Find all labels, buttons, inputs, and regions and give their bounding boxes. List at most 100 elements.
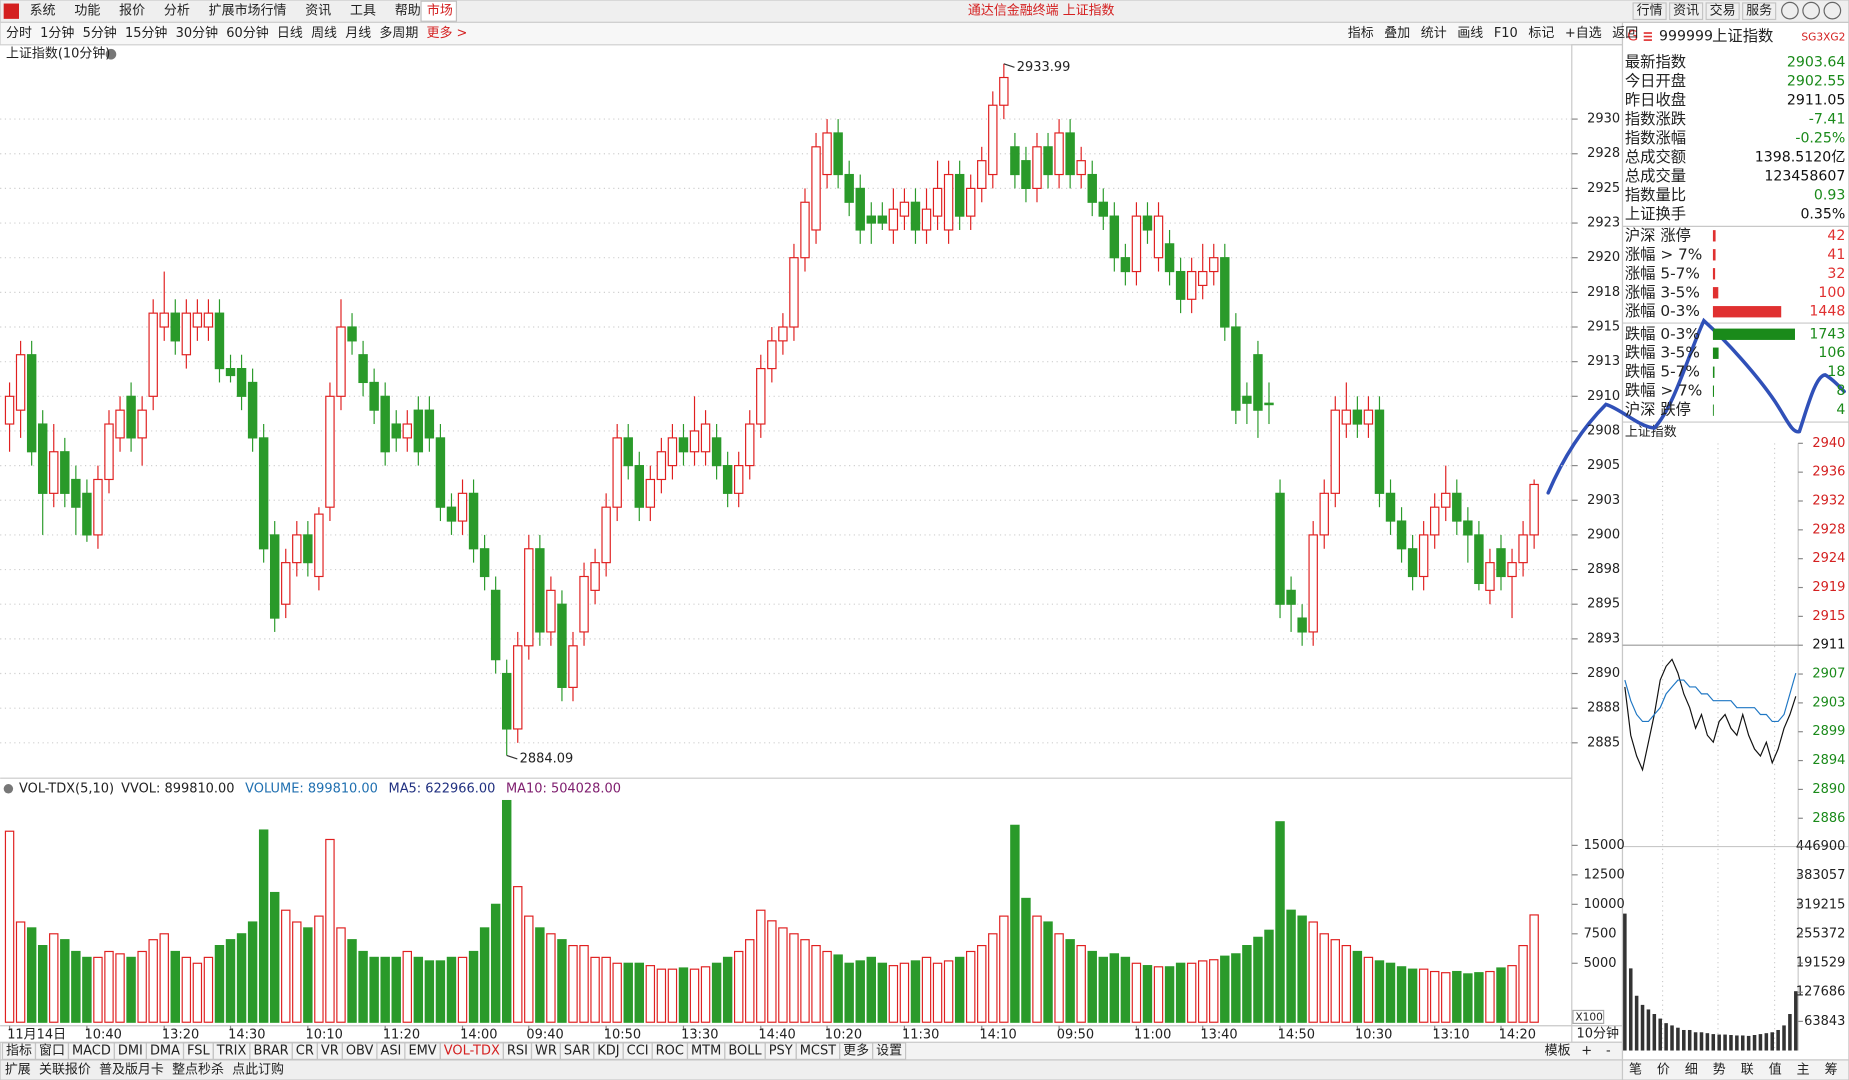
template-button[interactable]: 模板 <box>1545 1044 1571 1059</box>
restore-button[interactable] <box>1802 1 1820 20</box>
status-item[interactable]: 关联报价 <box>39 1062 91 1077</box>
period-button[interactable]: 分时 <box>6 26 32 41</box>
minimize-button[interactable] <box>1781 1 1799 20</box>
period-button[interactable]: 15分钟 <box>125 25 167 41</box>
close-button[interactable] <box>1823 1 1842 20</box>
side-tab[interactable]: 主 <box>1797 1062 1810 1077</box>
mini-volume-bar <box>1746 1035 1751 1051</box>
indicator-tab[interactable]: OBV <box>346 1044 374 1059</box>
period-button[interactable]: 5分钟 <box>83 25 117 41</box>
indicator-tab[interactable]: MACD <box>72 1044 111 1059</box>
indicator-tab[interactable]: DMA <box>150 1044 180 1059</box>
menu-item[interactable]: 功能 <box>74 4 100 19</box>
indicator-tab[interactable]: WR <box>535 1044 557 1059</box>
menu-item[interactable]: 系统 <box>30 4 56 19</box>
status-item[interactable]: 整点秒杀 <box>172 1062 224 1077</box>
candle-body <box>1396 520 1407 550</box>
candle-body <box>866 215 876 224</box>
indicator-tab[interactable]: VOL-TDX <box>444 1044 500 1059</box>
mini-y-tick-label: 2886 <box>1812 811 1845 826</box>
quote-panel <box>1621 21 1849 1061</box>
indicator-tab[interactable]: MCST <box>800 1044 836 1059</box>
zoom-out-button[interactable]: - <box>1606 1044 1611 1059</box>
zoom-in-button[interactable]: + <box>1581 1044 1592 1059</box>
tool-button[interactable]: 统计 <box>1421 26 1447 41</box>
menu-item[interactable]: 分析 <box>164 4 190 19</box>
hand-drawn-annotation <box>1546 317 1846 495</box>
period-button[interactable]: 周线 <box>311 26 337 41</box>
indicator-tab[interactable]: ROC <box>656 1044 684 1059</box>
indicator-tab[interactable]: BRAR <box>253 1044 288 1059</box>
volume-bar <box>921 956 932 1023</box>
more-periods[interactable]: 更多 > <box>427 26 468 41</box>
side-tab[interactable]: 势 <box>1713 1061 1726 1077</box>
menu-item[interactable]: 帮助 <box>395 4 421 19</box>
legend-entry: VOLUME: 899810.00 <box>245 781 378 796</box>
tool-button[interactable]: +自选 <box>1565 26 1602 41</box>
indicator-tab[interactable]: BOLL <box>728 1044 762 1059</box>
tool-button[interactable]: 叠加 <box>1384 26 1410 41</box>
status-item[interactable]: 点此订购 <box>232 1061 284 1077</box>
candle-body <box>490 589 501 661</box>
indicator-tab[interactable]: 设置 <box>876 1044 902 1059</box>
indicator-tab[interactable]: CCI <box>627 1044 649 1059</box>
side-tab[interactable]: 联 <box>1741 1062 1754 1077</box>
indicator-tab[interactable]: ASI <box>380 1044 401 1059</box>
indicator-tab[interactable]: 更多 <box>843 1044 869 1059</box>
period-button[interactable]: 月线 <box>345 26 371 41</box>
title-dropdown-icon[interactable] <box>105 48 117 60</box>
menu-item[interactable]: 资讯 <box>305 4 331 19</box>
indicator-dropdown-icon[interactable] <box>3 784 14 794</box>
top-button[interactable]: 交易 <box>1710 3 1736 19</box>
indicator-tab[interactable]: DMI <box>118 1044 143 1059</box>
volume-bar <box>1264 929 1274 1023</box>
axis-column <box>1571 44 1624 1043</box>
indicator-tab[interactable]: MTM <box>691 1044 721 1059</box>
tool-button[interactable]: 指标 <box>1348 26 1374 41</box>
side-tab[interactable]: 筹 <box>1825 1061 1838 1077</box>
volume-bar <box>1352 950 1363 1023</box>
period-button[interactable]: 60分钟 <box>226 25 268 41</box>
tool-button[interactable]: 返回 <box>1612 26 1638 41</box>
indicator-tab[interactable]: TRIX <box>216 1044 247 1059</box>
side-tab[interactable]: 值 <box>1769 1061 1782 1077</box>
x-tick-label: 11:20 <box>383 1028 420 1043</box>
volume-bar <box>391 956 401 1023</box>
top-button[interactable]: 行情 <box>1637 4 1663 19</box>
breadth-value: 1448 <box>1809 304 1845 320</box>
candle-body <box>999 76 1009 106</box>
active-market-tab[interactable]: 市场 <box>427 3 453 19</box>
top-button[interactable]: 服务 <box>1746 3 1772 19</box>
indicator-tab[interactable]: KDJ <box>597 1044 619 1059</box>
candle-body <box>1474 534 1484 585</box>
indicator-tab[interactable]: RSI <box>507 1044 528 1059</box>
indicator-tab[interactable]: CR <box>296 1044 314 1059</box>
mini-volume-bar <box>1676 1027 1680 1051</box>
menu-item[interactable]: 扩展市场行情 <box>209 3 287 19</box>
side-tab[interactable]: 细 <box>1685 1062 1698 1077</box>
indicator-tab[interactable]: EMV <box>408 1044 436 1059</box>
indicator-tab[interactable]: SAR <box>564 1044 590 1059</box>
menu-item[interactable]: 工具 <box>350 4 376 19</box>
status-item[interactable]: 扩展 <box>5 1062 31 1077</box>
period-button[interactable]: 30分钟 <box>176 25 218 41</box>
tool-button[interactable]: 画线 <box>1457 26 1483 41</box>
mini-volume-bar <box>1670 1025 1674 1051</box>
indicator-tab[interactable]: VR <box>321 1044 339 1059</box>
indicator-tab[interactable]: FSL <box>187 1044 210 1059</box>
indicator-tab[interactable]: PSY <box>769 1044 793 1059</box>
period-button[interactable]: 1分钟 <box>40 25 74 41</box>
indicator-tab[interactable]: 指标 <box>6 1044 32 1059</box>
tool-button[interactable]: 标记 <box>1528 26 1554 41</box>
tool-button[interactable]: F10 <box>1494 26 1518 41</box>
indicator-tab[interactable]: 窗口 <box>39 1043 65 1059</box>
menu-item[interactable]: 报价 <box>119 4 145 19</box>
status-item[interactable]: 普及版月卡 <box>99 1062 164 1077</box>
period-button[interactable]: 多周期 <box>379 26 418 41</box>
side-tab[interactable]: 笔 <box>1629 1061 1642 1077</box>
side-tab[interactable]: 价 <box>1657 1062 1670 1077</box>
window-controls[interactable] <box>1781 1 1842 20</box>
period-button[interactable]: 日线 <box>277 26 303 41</box>
mini-volume-bar <box>1788 1014 1792 1051</box>
top-button[interactable]: 资讯 <box>1673 4 1699 19</box>
